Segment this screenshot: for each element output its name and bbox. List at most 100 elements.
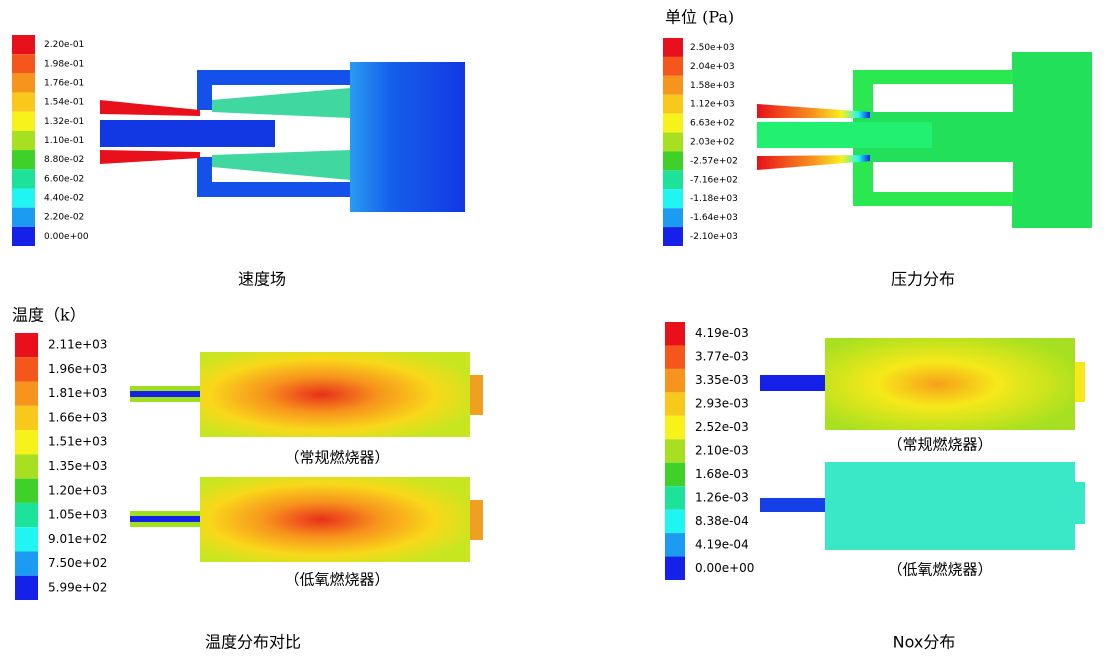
colorbar-label: 1.35e+03 (48, 459, 107, 473)
colorbar-swatch (665, 556, 685, 580)
colorbar-swatch (12, 130, 35, 151)
colorbar-swatch (15, 551, 38, 576)
colorbar-swatch (12, 111, 35, 131)
colorbar-swatch (663, 132, 683, 152)
colorbar-swatch (15, 478, 38, 503)
colorbar-swatch (665, 322, 685, 346)
colorbar-label: 1.68e-03 (695, 467, 749, 481)
colorbar-label: 1.98e-01 (44, 59, 84, 69)
unit-label: 单位 (Pa) (665, 8, 734, 27)
colorbar-label: 9.01e+02 (48, 532, 107, 546)
colorbar-swatch (663, 75, 683, 95)
colorbar-swatch (665, 345, 685, 369)
colorbar-label: 4.40e-02 (44, 194, 84, 204)
colorbar-label: 1.66e+03 (48, 410, 107, 424)
colorbar-swatch (12, 73, 35, 93)
colorbar-swatch (663, 151, 683, 171)
colorbar-label: 1.96e+03 (48, 362, 107, 376)
colorbar-label: 2.20e-01 (44, 40, 84, 50)
colorbar-label: 2.93e-03 (695, 397, 749, 411)
colorbar-label: 1.26e-03 (695, 490, 749, 504)
colorbar-swatch (12, 35, 35, 55)
colorbar-label: 2.04e+03 (690, 62, 735, 72)
colorbar-label: 1.05e+03 (48, 508, 107, 522)
colorbar-label: 0.00e+00 (695, 561, 754, 575)
colorbar-swatch (663, 208, 683, 228)
colorbar-label: 4.19e-04 (695, 537, 749, 551)
panel-caption: 压力分布 (891, 270, 955, 289)
colorbar-swatch (665, 392, 685, 416)
colorbar-swatch (665, 462, 685, 487)
colorbar-label: 1.81e+03 (48, 386, 107, 400)
colorbar-label: 6.63e+02 (690, 119, 735, 129)
colorbar-label: 2.10e-03 (695, 444, 749, 458)
velocity-contour (100, 62, 465, 212)
colorbar-label: 7.50e+02 (48, 556, 107, 570)
colorbar-label: 8.38e-04 (695, 514, 749, 528)
colorbar-swatch (12, 92, 35, 112)
colorbar-swatch (12, 226, 35, 246)
panel-caption: 温度分布对比 (205, 633, 301, 652)
colorbar-swatch (665, 368, 685, 393)
temperature-contour (130, 352, 483, 562)
sub-caption: （常规燃烧器） (887, 436, 992, 454)
colorbar-swatch (12, 188, 35, 208)
unit-label: 温度（k） (12, 306, 86, 325)
colorbar-swatch (15, 357, 38, 382)
colorbar-swatch (663, 94, 683, 114)
colorbar-swatch (663, 56, 683, 76)
colorbar-label: 1.58e+03 (690, 81, 735, 91)
colorbar-label: -7.16e+02 (690, 175, 738, 185)
colorbar-label: 1.32e-01 (44, 117, 84, 127)
colorbar-label: -1.18e+03 (690, 194, 738, 204)
colorbar-label: 1.20e+03 (48, 483, 107, 497)
colorbar-swatch (665, 486, 685, 510)
colorbar-swatch (15, 454, 38, 479)
colorbar-label: 2.03e+02 (690, 138, 735, 148)
sub-caption: （低氧燃烧器） (887, 561, 992, 579)
colorbar-swatch (15, 527, 38, 552)
colorbar-label: 1.76e-01 (44, 78, 84, 88)
colorbar-swatch (663, 38, 683, 57)
colorbar-label: 3.35e-03 (695, 373, 749, 387)
colorbar-label: 1.54e-01 (44, 98, 84, 108)
colorbar-label: 5.99e+02 (48, 580, 107, 594)
colorbar-label: -2.57e+02 (690, 156, 738, 166)
colorbar-label: 2.52e-03 (695, 420, 749, 434)
colorbar-swatch (12, 169, 35, 189)
sub-caption: （低氧燃烧器） (284, 571, 389, 589)
colorbar-swatch (12, 150, 35, 170)
colorbar-label: -2.10e+03 (690, 232, 738, 242)
colorbar-label: 2.11e+03 (48, 338, 107, 352)
colorbar-swatch (663, 189, 683, 209)
panel-caption: Nox分布 (893, 633, 956, 652)
panel-caption: 速度场 (238, 270, 286, 289)
nox-contour (760, 338, 1085, 550)
colorbar-label: 1.51e+03 (48, 435, 107, 449)
colorbar-label: 3.77e-03 (695, 350, 749, 364)
colorbar-swatch (15, 333, 38, 358)
colorbar-label: 2.50e+03 (690, 43, 735, 53)
colorbar-swatch (12, 54, 35, 74)
sub-caption: （常规燃烧器） (284, 449, 389, 467)
colorbar-swatch (663, 113, 683, 133)
colorbar-label: 0.00e+00 (44, 232, 89, 242)
colorbar-swatch (12, 207, 35, 227)
colorbar-swatch (663, 227, 683, 246)
colorbar-swatch (15, 430, 38, 455)
colorbar-swatch (665, 439, 685, 463)
colorbar-label: 1.10e-01 (44, 136, 84, 146)
colorbar-label: -1.64e+03 (690, 213, 738, 223)
colorbar-swatch (15, 381, 38, 406)
colorbar-swatch (15, 405, 38, 431)
pressure-contour (757, 52, 1092, 228)
colorbar-swatch (665, 509, 685, 534)
colorbar-swatch (663, 170, 683, 190)
colorbar-label: 8.80e-02 (44, 155, 84, 165)
colorbar-label: 4.19e-03 (695, 326, 749, 340)
colorbar-label: 1.12e+03 (690, 100, 735, 110)
colorbar-swatch (15, 575, 38, 600)
colorbar-swatch (15, 502, 38, 528)
